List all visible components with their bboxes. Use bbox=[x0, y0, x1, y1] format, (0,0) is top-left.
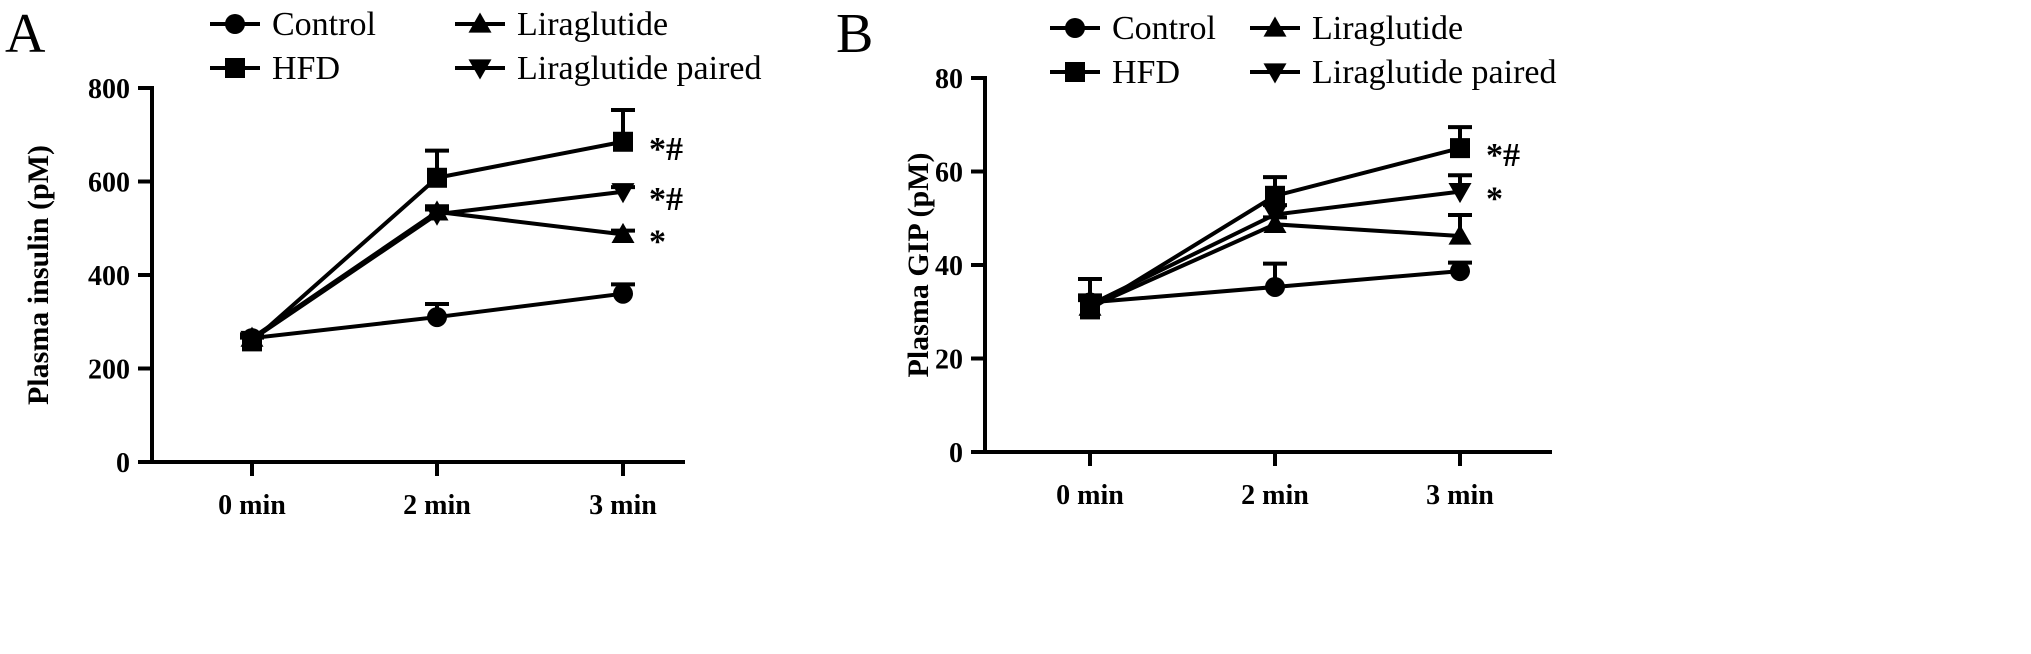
data-point bbox=[1450, 261, 1470, 282]
significance-annotation: * bbox=[1486, 181, 1503, 218]
data-point bbox=[1450, 138, 1470, 159]
legend-item-control: Control bbox=[1050, 10, 1216, 47]
significance-annotation: *# bbox=[649, 181, 683, 218]
panel-label: A bbox=[5, 3, 46, 65]
legend-label: HFD bbox=[272, 50, 340, 87]
y-tick-label: 200 bbox=[88, 355, 130, 386]
chart-panel-b: B 0 20 40 60 80 0 min 2 min 3 min Plasma GIP (pM)… bbox=[836, 3, 1557, 511]
legend: Control HFD Liraglutide Liraglutide paired bbox=[1050, 10, 1557, 91]
y-tick-label: 600 bbox=[88, 168, 130, 199]
y-tick-label: 60 bbox=[935, 158, 963, 189]
series-liraglutide-paired bbox=[240, 183, 635, 352]
legend-item-liraglutide: Liraglutide bbox=[455, 6, 668, 43]
series-hfd bbox=[1078, 125, 1472, 320]
data-point bbox=[427, 167, 447, 188]
x-tick-label: 0 min bbox=[218, 490, 286, 521]
legend-marker bbox=[468, 12, 492, 33]
significance-annotation: *# bbox=[649, 131, 683, 168]
x-tick-label: 0 min bbox=[1056, 480, 1124, 511]
legend-item-liraglutide-paired: Liraglutide paired bbox=[455, 50, 762, 87]
data-point bbox=[611, 183, 635, 204]
x-tick-label: 3 min bbox=[589, 490, 657, 521]
y-tick-label: 800 bbox=[88, 74, 130, 105]
y-axis-title: Plasma GIP (pM) bbox=[902, 153, 935, 378]
data-point bbox=[1448, 224, 1472, 245]
data-point bbox=[1078, 296, 1102, 317]
x-tick-label: 2 min bbox=[1241, 480, 1309, 511]
legend-label: Liraglutide paired bbox=[517, 50, 762, 87]
legend-item-hfd: HFD bbox=[1050, 54, 1180, 91]
y-tick-label: 0 bbox=[949, 438, 963, 469]
legend-marker bbox=[225, 14, 245, 34]
legend-marker bbox=[468, 59, 492, 80]
series-control bbox=[240, 282, 635, 349]
panel-label: B bbox=[836, 3, 873, 65]
data-point bbox=[1448, 182, 1472, 204]
legend: Control HFD Liraglutide Liraglutide paired bbox=[210, 6, 762, 87]
data-point bbox=[1265, 185, 1285, 206]
y-axis-title: Plasma insulin (pM) bbox=[22, 145, 55, 405]
legend-marker bbox=[1065, 18, 1085, 38]
chart-panel-a: A 0 200 400 600 800 0 min 2 min 3 min Plasma insu… bbox=[5, 3, 762, 521]
legend-label: HFD bbox=[1112, 54, 1180, 91]
data-point bbox=[1265, 276, 1285, 297]
y-tick-label: 0 bbox=[116, 448, 130, 479]
legend-item-hfd: HFD bbox=[210, 50, 340, 87]
legend-label: Liraglutide bbox=[517, 6, 668, 43]
y-tick-label: 400 bbox=[88, 261, 130, 292]
legend-label: Liraglutide bbox=[1312, 10, 1463, 47]
x-tick-label: 2 min bbox=[403, 490, 471, 521]
data-point bbox=[613, 283, 633, 304]
data-point bbox=[1263, 205, 1287, 227]
legend-item-liraglutide-paired: Liraglutide paired bbox=[1250, 54, 1557, 91]
y-tick-label: 20 bbox=[935, 345, 963, 376]
legend-item-liraglutide: Liraglutide bbox=[1250, 10, 1463, 47]
legend-label: Liraglutide paired bbox=[1312, 54, 1557, 91]
data-point bbox=[240, 330, 264, 352]
data-point bbox=[613, 131, 633, 152]
data-point bbox=[611, 222, 635, 243]
data-point bbox=[427, 307, 447, 328]
legend-marker bbox=[1263, 63, 1287, 84]
legend-label: Control bbox=[272, 6, 376, 43]
legend-marker bbox=[225, 58, 245, 78]
y-tick-label: 40 bbox=[935, 251, 963, 282]
significance-annotation: * bbox=[649, 223, 666, 260]
legend-marker bbox=[1263, 16, 1287, 37]
series-liraglutide-paired bbox=[1078, 173, 1472, 317]
significance-annotation: *# bbox=[1486, 137, 1520, 174]
y-tick-label: 80 bbox=[935, 64, 963, 95]
data-point bbox=[425, 205, 449, 226]
legend-label: Control bbox=[1112, 10, 1216, 47]
x-tick-label: 3 min bbox=[1426, 480, 1494, 511]
legend-marker bbox=[1065, 62, 1085, 82]
legend-item-control: Control bbox=[210, 6, 376, 43]
